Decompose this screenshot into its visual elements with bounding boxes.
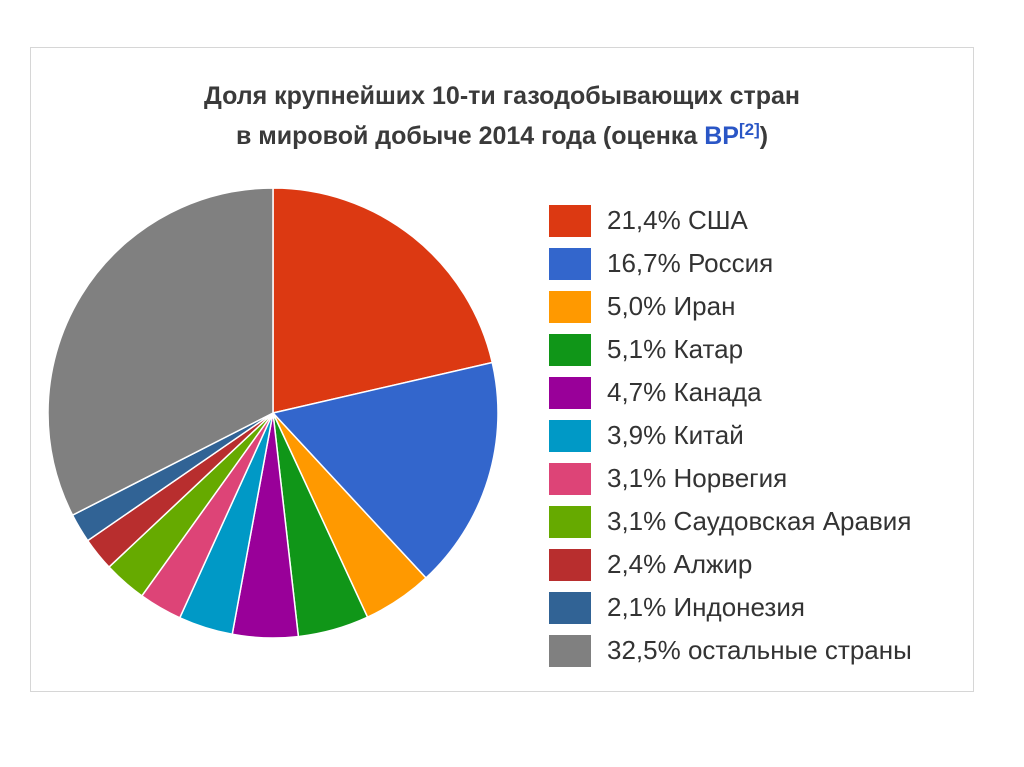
- legend-swatch-8: [549, 548, 591, 581]
- legend-label-2: 5,0% Иран: [607, 291, 736, 321]
- pie-slice-0[interactable]: [272, 187, 494, 414]
- legend-swatch-7: [549, 505, 591, 538]
- legend-label-8: 2,4% Алжир: [607, 549, 753, 579]
- legend-item-7[interactable]: 3,1% Саудовская Аравия: [549, 500, 912, 543]
- pie-slice-1[interactable]: [271, 361, 499, 580]
- legend-item-10[interactable]: 32,5% остальные страны: [549, 629, 912, 672]
- legend-label-0: 21,4% США: [607, 205, 748, 235]
- bp-source-link[interactable]: BP: [704, 122, 739, 150]
- legend-swatch-5: [549, 419, 591, 452]
- legend-swatch-4: [549, 376, 591, 409]
- legend-swatch-0: [549, 204, 591, 237]
- legend-item-4[interactable]: 4,7% Канада: [549, 371, 912, 414]
- chart-title-closing: ): [759, 122, 769, 150]
- legend-item-6[interactable]: 3,1% Норвегия: [549, 457, 912, 500]
- legend-item-3[interactable]: 5,1% Катар: [549, 328, 912, 371]
- chart-title-line-1: Доля крупнейших 10-ти газодобывающих стр…: [203, 82, 801, 110]
- legend-label-5: 3,9% Китай: [607, 420, 744, 450]
- legend-label-3: 5,1% Катар: [607, 334, 744, 364]
- chart-title-line-2-text: в мировой добыче 2014 года (оценка: [235, 122, 705, 150]
- legend-swatch-9: [549, 591, 591, 624]
- legend-label-1: 16,7% Россия: [607, 248, 774, 278]
- footnote-link[interactable]: [2]: [738, 120, 760, 139]
- legend-label-9: 2,1% Индонезия: [607, 592, 805, 622]
- legend-label-10: 32,5% остальные страны: [607, 635, 912, 665]
- pie-slice-10[interactable]: [47, 187, 274, 517]
- legend-swatch-2: [549, 290, 591, 323]
- chart-title: Доля крупнейших 10-ти газодобывающих стр…: [0, 76, 1004, 156]
- legend-swatch-1: [549, 247, 591, 280]
- legend-item-0[interactable]: 21,4% США: [549, 199, 912, 242]
- legend-item-1[interactable]: 16,7% Россия: [549, 242, 912, 285]
- legend-swatch-3: [549, 333, 591, 366]
- legend-swatch-10: [549, 634, 591, 667]
- legend-item-8[interactable]: 2,4% Алжир: [549, 543, 912, 586]
- legend-swatch-6: [549, 462, 591, 495]
- chart-title-line-2: в мировой добыче 2014 года (оценка BP[2]…: [0, 116, 1004, 156]
- legend-label-6: 3,1% Норвегия: [607, 463, 788, 493]
- legend-item-5[interactable]: 3,9% Китай: [549, 414, 912, 457]
- legend-item-9[interactable]: 2,1% Индонезия: [549, 586, 912, 629]
- legend-label-7: 3,1% Саудовская Аравия: [607, 506, 912, 536]
- legend-item-2[interactable]: 5,0% Иран: [549, 285, 912, 328]
- chart-legend: 21,4% США 16,7% Россия 5,0% Иран 5,1% Катар…: [549, 199, 912, 672]
- legend-label-4: 4,7% Канада: [607, 377, 762, 407]
